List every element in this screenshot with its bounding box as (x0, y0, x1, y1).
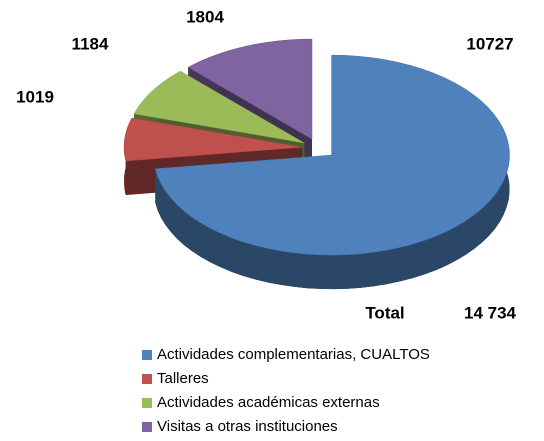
legend-label: Actividades académicas externas (157, 394, 380, 411)
legend-swatch (142, 350, 152, 360)
slice-top (154, 54, 510, 256)
slice-top (133, 70, 305, 144)
legend-label: Actividades complementarias, CUALTOS (157, 346, 430, 363)
slice-top (187, 38, 313, 140)
legend-swatch (142, 374, 152, 384)
slice-top (123, 117, 303, 162)
data-label: 1804 (186, 7, 224, 26)
data-label: 10727 (466, 34, 513, 53)
legend-label: Visitas a otras instituciones (157, 418, 338, 435)
data-label: 1184 (72, 34, 109, 53)
total-label: Total (365, 303, 404, 322)
data-label: 1019 (16, 87, 54, 106)
legend-swatch (142, 422, 152, 432)
legend-swatch (142, 398, 152, 408)
pie-slice (154, 54, 510, 290)
legend-label: Talleres (157, 370, 209, 387)
total-value: 14 734 (464, 303, 517, 322)
